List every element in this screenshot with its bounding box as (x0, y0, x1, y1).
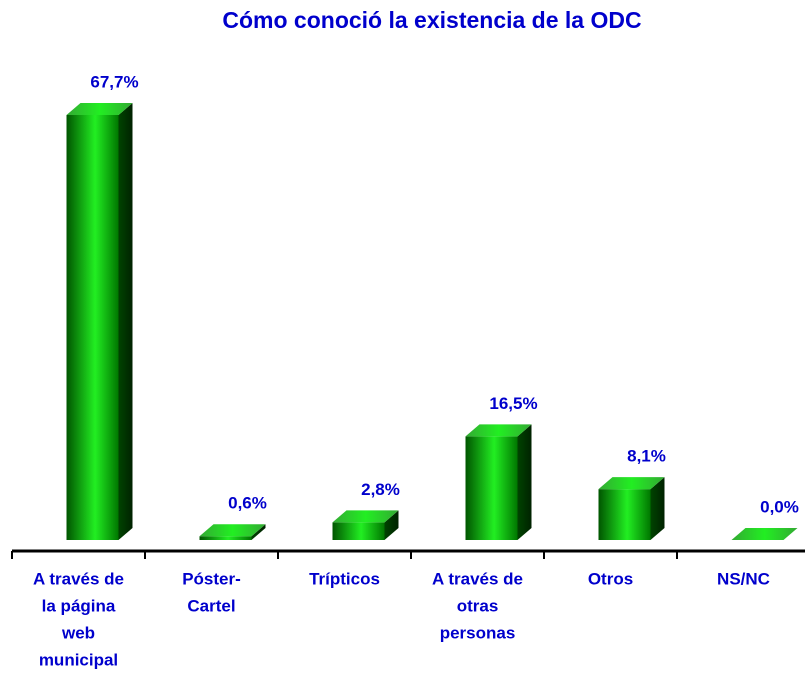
x-tick-label: A través de (432, 569, 523, 588)
bar-side (650, 477, 665, 540)
x-tick-label: personas (440, 623, 516, 642)
x-tick-label: Trípticos (309, 569, 380, 588)
value-label: 16,5% (489, 394, 537, 413)
bar-top (465, 424, 532, 437)
bar-front (66, 115, 119, 540)
value-label: 67,7% (90, 72, 138, 91)
bar-side (384, 510, 399, 540)
value-label: 0,0% (760, 497, 799, 516)
value-label: 0,6% (228, 494, 267, 513)
bar-front (598, 489, 651, 540)
bar-side (517, 424, 532, 540)
x-tick-label: A través de (33, 569, 124, 588)
bar-top (66, 103, 133, 115)
value-label: 8,1% (627, 447, 666, 466)
x-tick-label: Póster- (182, 569, 241, 588)
bar-top (598, 477, 665, 490)
bar-top (199, 524, 266, 537)
bar-front (199, 536, 252, 540)
x-tick-label: la página (42, 596, 116, 615)
bar-front (332, 522, 385, 540)
chart-title: Cómo conoció la existencia de la ODC (222, 7, 641, 33)
x-tick-label: otras (457, 596, 499, 615)
x-tick-label: Otros (588, 569, 633, 588)
x-tick-label: municipal (39, 650, 118, 669)
bar-side (251, 524, 266, 540)
value-label: 2,8% (361, 480, 400, 499)
x-tick-label: Cartel (187, 596, 235, 615)
x-tick-label: NS/NC (717, 569, 770, 588)
bar-side (118, 103, 133, 540)
bar-front (465, 436, 518, 540)
bar-top (731, 528, 798, 540)
x-tick-label: web (61, 623, 95, 642)
bar-top (332, 510, 399, 523)
